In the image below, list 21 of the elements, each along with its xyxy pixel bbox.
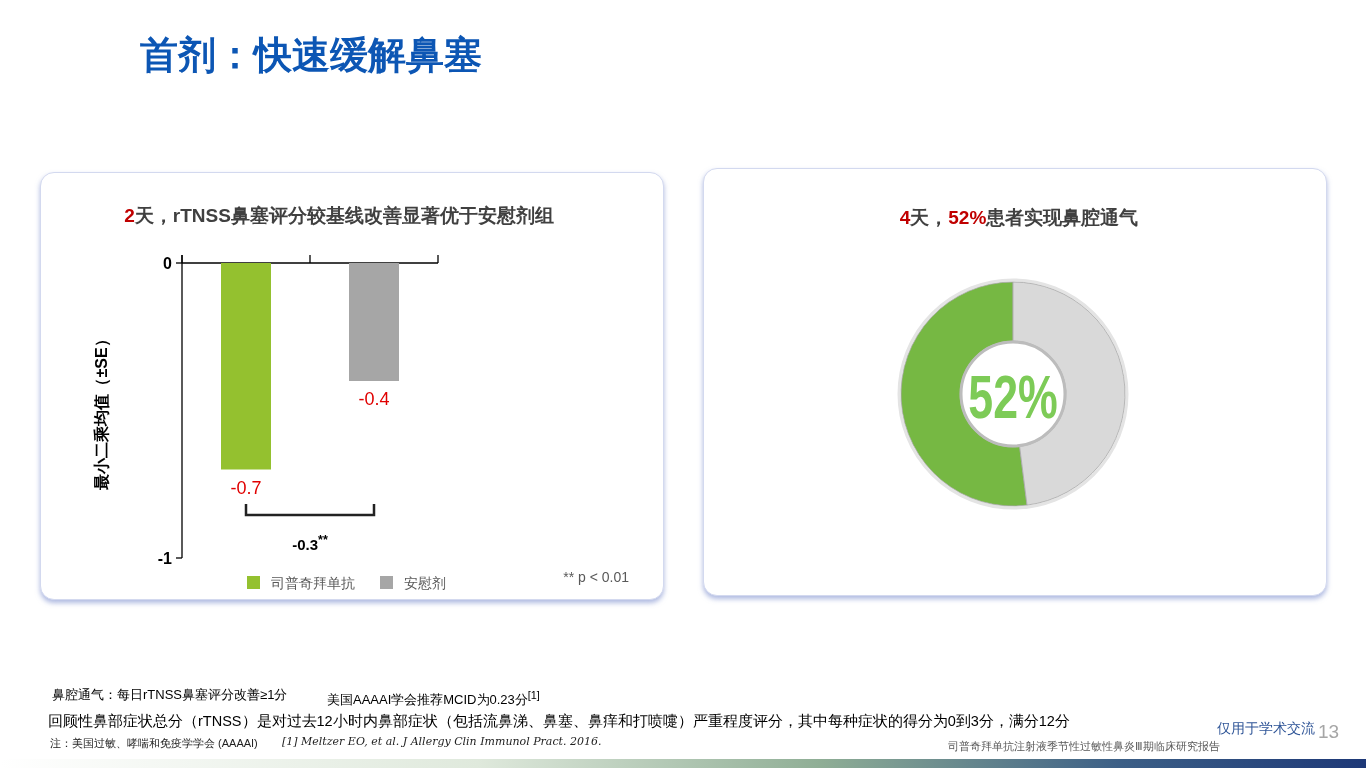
chart-title: 4天，52%患者实现鼻腔通气	[899, 207, 1139, 229]
data-label: -0.4	[358, 389, 390, 409]
text: 美国AAAAI学会推荐MCID为0.23分$^{[1]}$	[327, 689, 540, 709]
text: 回顾性鼻部症状总分（rTNSS）是对过去12小时内鼻部症状（包括流鼻涕、鼻塞、鼻痒和打喷嚏）严重程度评分，其中每种症状的得分为0到3分，满分12分	[48, 713, 1070, 730]
data-label: 52%	[968, 361, 1058, 431]
y-tick-label: -1	[157, 549, 173, 567]
text: 13	[1318, 721, 1340, 743]
text: 鼻腔通气：每日rTNSS鼻塞评分改善≥1分	[52, 687, 288, 703]
legend-label: 安慰剂	[404, 575, 446, 591]
text: 仅用于学术交流	[1217, 720, 1315, 737]
text: 司普奇拜单抗注射液季节性过敏性鼻炎Ⅲ期临床研究报告	[948, 740, 1220, 753]
annotation: -0.3$^{**}$	[292, 533, 328, 554]
legend-label: 司普奇拜单抗	[271, 575, 355, 591]
y-tick-label: 0	[163, 254, 173, 272]
text: [1] Meltzer EO, et al. J Allergy Clin Immunol Pract. 2016.	[282, 735, 602, 749]
text: 注：美国过敏、哮喘和免疫学学会 (AAAAI)	[50, 737, 258, 750]
text: ** p < 0.01	[563, 569, 629, 586]
data-label: -0.7	[230, 477, 262, 498]
chart-title: 2天，rTNSS鼻塞评分较基线改善显著优于安慰剂组	[124, 205, 554, 227]
y-axis-title: 最小二乘均值（±SE）	[92, 331, 111, 491]
text: 首剂：快速缓解鼻塞	[140, 34, 482, 78]
